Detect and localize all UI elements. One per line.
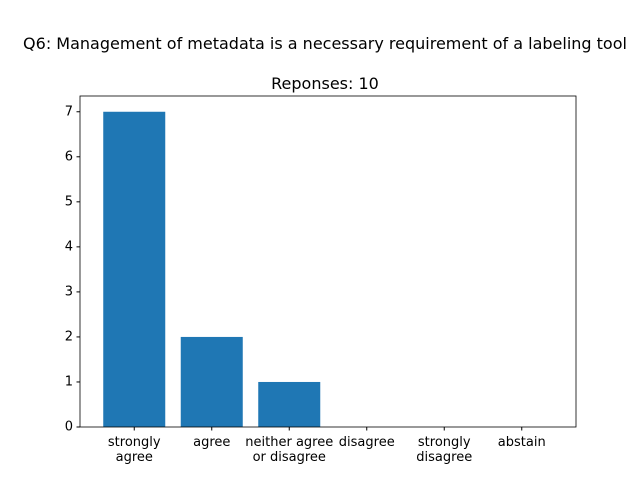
x-tick-label: strongly agree	[107, 435, 161, 465]
y-tick-label: 3	[65, 284, 73, 299]
x-tick-label: agree	[193, 435, 231, 450]
y-tick-label: 0	[65, 420, 73, 435]
x-tick-label: abstain	[497, 435, 546, 450]
axes-frame	[79, 95, 577, 428]
y-tick-label: 4	[65, 239, 73, 254]
y-tick-label: 1	[65, 374, 73, 389]
chart-subtitle: Reponses: 10	[271, 74, 379, 93]
bar	[103, 111, 166, 427]
y-tick-label: 2	[65, 329, 73, 344]
y-tick-label: 7	[65, 104, 73, 119]
bar	[180, 336, 243, 427]
x-tick-label: disagree	[338, 435, 395, 450]
x-tick-label: strongly disagree	[416, 435, 473, 465]
chart-title: Q6: Management of metadata is a necessar…	[23, 34, 627, 53]
bar	[258, 381, 321, 427]
x-tick-label: neither agree or disagree	[245, 435, 334, 465]
y-tick-label: 5	[65, 194, 73, 209]
y-tick-label: 6	[65, 149, 73, 164]
